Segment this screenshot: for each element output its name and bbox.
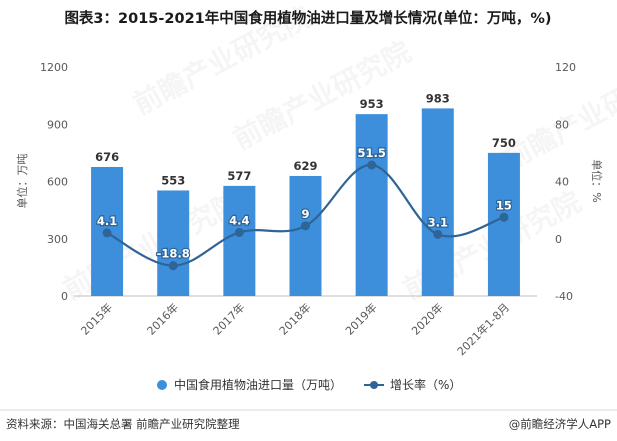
y2-tick-label: -40 xyxy=(555,290,573,303)
line-point xyxy=(102,228,112,238)
y-tick-label: 900 xyxy=(47,118,68,131)
y-tick-label: 0 xyxy=(61,290,68,303)
y-tick-label: 300 xyxy=(47,233,68,246)
line-series: 4.1 -18.8 4.4 9 51.5 3.1 15 xyxy=(96,145,513,271)
bar xyxy=(223,185,256,296)
bar-value-label: 953 xyxy=(360,97,384,111)
bar-value-label: 983 xyxy=(426,91,450,105)
y2-axis-ticks: -40 0 40 80 120 xyxy=(555,61,576,303)
chart-title: 图表3：2015-2021年中国食用植物油进口量及增长情况(单位：万吨，%) xyxy=(64,9,551,27)
line-value-label: -18.8 xyxy=(157,247,190,261)
y-axis-ticks: 0 300 600 900 1200 xyxy=(40,61,68,303)
x-tick-label: 2017年 xyxy=(210,300,247,337)
legend-line-label: 增长率（%） xyxy=(390,377,461,392)
x-tick-label: 2016年 xyxy=(144,300,181,337)
source-note: 资料来源：中国海关总署 前瞻产业研究院整理 xyxy=(6,417,240,431)
line-value-label: 51.5 xyxy=(357,146,385,160)
y2-tick-label: 80 xyxy=(555,118,569,131)
line-point xyxy=(499,212,509,222)
line-value-label: 9 xyxy=(301,207,309,221)
line-point xyxy=(433,229,443,239)
legend-bar-swatch xyxy=(157,380,167,390)
y-axis-label: 单位：万吨 xyxy=(15,154,29,209)
line-value-label: 15 xyxy=(496,198,512,212)
legend-bar-label: 中国食用植物油进口量（万吨） xyxy=(174,377,342,392)
bar-value-label: 629 xyxy=(293,159,317,173)
line-value-label: 4.4 xyxy=(229,213,249,227)
y-tick-label: 600 xyxy=(47,176,68,189)
bar-value-label: 750 xyxy=(492,136,516,150)
y2-tick-label: 120 xyxy=(555,61,576,74)
line-point xyxy=(234,227,244,237)
bar-value-label: 577 xyxy=(227,169,251,183)
y-tick-label: 1200 xyxy=(40,61,68,74)
watermark-text-4: 前瞻产业研究院 xyxy=(58,185,247,306)
line-point xyxy=(367,160,377,170)
bar-value-label: 676 xyxy=(95,150,119,164)
watermark-layer: 前瞻产业研究院 前瞻产业研究院 前瞻产业研究院 前瞻产业研究院 前瞻产业研究院 xyxy=(58,0,617,306)
line-point xyxy=(301,221,310,231)
x-tick-label: 2019年 xyxy=(342,300,379,337)
bar xyxy=(289,175,322,296)
line-value-label: 4.1 xyxy=(97,214,117,228)
y2-tick-label: 40 xyxy=(555,176,569,189)
bar-series: 676 553 577 629 953 983 750 xyxy=(91,91,520,297)
y2-tick-label: 0 xyxy=(555,233,562,246)
line-value-label: 3.1 xyxy=(428,215,448,229)
x-tick-label: 2015年 xyxy=(78,300,115,337)
legend: 中国食用植物油进口量（万吨） 增长率（%） xyxy=(157,377,461,392)
bar xyxy=(355,114,388,296)
y2-axis-label: 单位：% xyxy=(590,159,604,202)
x-tick-label: 2021年1-8月 xyxy=(454,300,512,358)
bar xyxy=(487,152,520,296)
x-tick-label: 2018年 xyxy=(276,300,313,337)
x-tick-label: 2020年 xyxy=(408,300,445,337)
bar-value-label: 553 xyxy=(161,173,185,187)
brand-credit: @前瞻经济学人APP xyxy=(509,417,611,431)
bar xyxy=(157,190,190,296)
line-point xyxy=(168,261,178,271)
x-axis-ticks: 2015年 2016年 2017年 2018年 2019年 2020年 2021年1-8月 xyxy=(78,300,512,358)
legend-line-marker xyxy=(370,381,378,389)
bar xyxy=(421,108,454,297)
